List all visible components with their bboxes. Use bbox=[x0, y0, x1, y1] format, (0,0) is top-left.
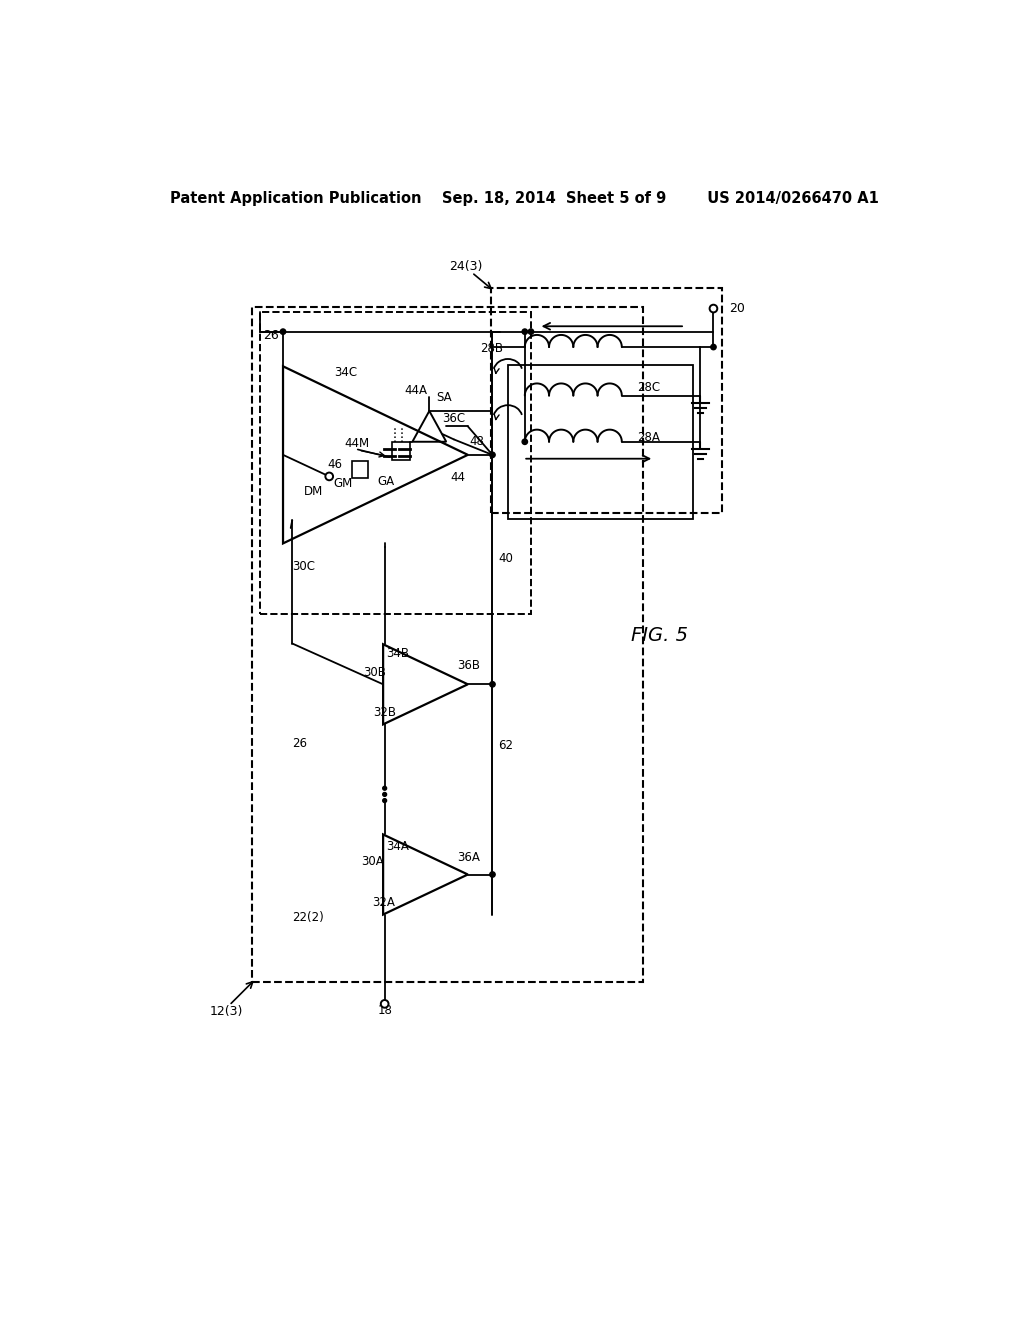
Text: 36B: 36B bbox=[457, 659, 480, 672]
Text: 28B: 28B bbox=[480, 342, 503, 355]
Text: 36C: 36C bbox=[442, 412, 466, 425]
Text: 32A: 32A bbox=[372, 896, 394, 909]
Circle shape bbox=[489, 871, 496, 878]
Text: DM: DM bbox=[303, 484, 323, 498]
Text: 34A: 34A bbox=[386, 840, 410, 853]
Circle shape bbox=[383, 787, 387, 791]
Text: 40: 40 bbox=[499, 552, 513, 565]
Text: 44M: 44M bbox=[344, 437, 370, 450]
Text: 18: 18 bbox=[377, 1003, 392, 1016]
Text: 24(3): 24(3) bbox=[450, 260, 483, 273]
Text: 30A: 30A bbox=[361, 855, 384, 869]
Text: 44: 44 bbox=[451, 471, 465, 484]
Text: 48: 48 bbox=[470, 436, 484, 449]
Text: 46: 46 bbox=[327, 458, 342, 471]
Bar bbox=[252, 308, 643, 982]
Circle shape bbox=[522, 329, 527, 334]
Text: 28C: 28C bbox=[637, 381, 660, 395]
Text: 34B: 34B bbox=[386, 647, 410, 660]
Circle shape bbox=[522, 440, 527, 445]
Circle shape bbox=[383, 799, 387, 803]
Bar bbox=[508, 364, 692, 519]
Circle shape bbox=[489, 453, 496, 458]
Circle shape bbox=[281, 329, 286, 334]
Text: 32B: 32B bbox=[373, 706, 396, 719]
Circle shape bbox=[711, 345, 716, 350]
Text: 62: 62 bbox=[499, 739, 514, 752]
Text: 30B: 30B bbox=[364, 667, 386, 680]
Text: 20: 20 bbox=[729, 302, 744, 315]
Circle shape bbox=[381, 1001, 388, 1007]
Text: 36A: 36A bbox=[457, 851, 480, 865]
Text: 26: 26 bbox=[293, 737, 307, 750]
Text: 12(3): 12(3) bbox=[210, 1005, 244, 1018]
Text: GM: GM bbox=[334, 477, 352, 490]
Text: 44A: 44A bbox=[404, 384, 428, 397]
Text: 28A: 28A bbox=[637, 432, 660, 445]
Text: Patent Application Publication    Sep. 18, 2014  Sheet 5 of 9        US 2014/026: Patent Application Publication Sep. 18, … bbox=[170, 191, 880, 206]
Text: 26: 26 bbox=[263, 329, 279, 342]
Bar bbox=[260, 313, 531, 614]
Circle shape bbox=[528, 329, 534, 334]
Text: GA: GA bbox=[378, 475, 395, 488]
Text: 22(2): 22(2) bbox=[292, 911, 324, 924]
Circle shape bbox=[326, 473, 333, 480]
Text: FIG. 5: FIG. 5 bbox=[631, 626, 688, 645]
Circle shape bbox=[383, 792, 387, 796]
Bar bbox=[391, 442, 410, 461]
Text: 34C: 34C bbox=[335, 366, 357, 379]
Bar bbox=[351, 461, 369, 478]
Circle shape bbox=[710, 305, 717, 313]
Circle shape bbox=[489, 681, 496, 686]
Bar bbox=[490, 288, 722, 512]
Text: 30C: 30C bbox=[292, 560, 315, 573]
Text: SA: SA bbox=[436, 391, 452, 404]
